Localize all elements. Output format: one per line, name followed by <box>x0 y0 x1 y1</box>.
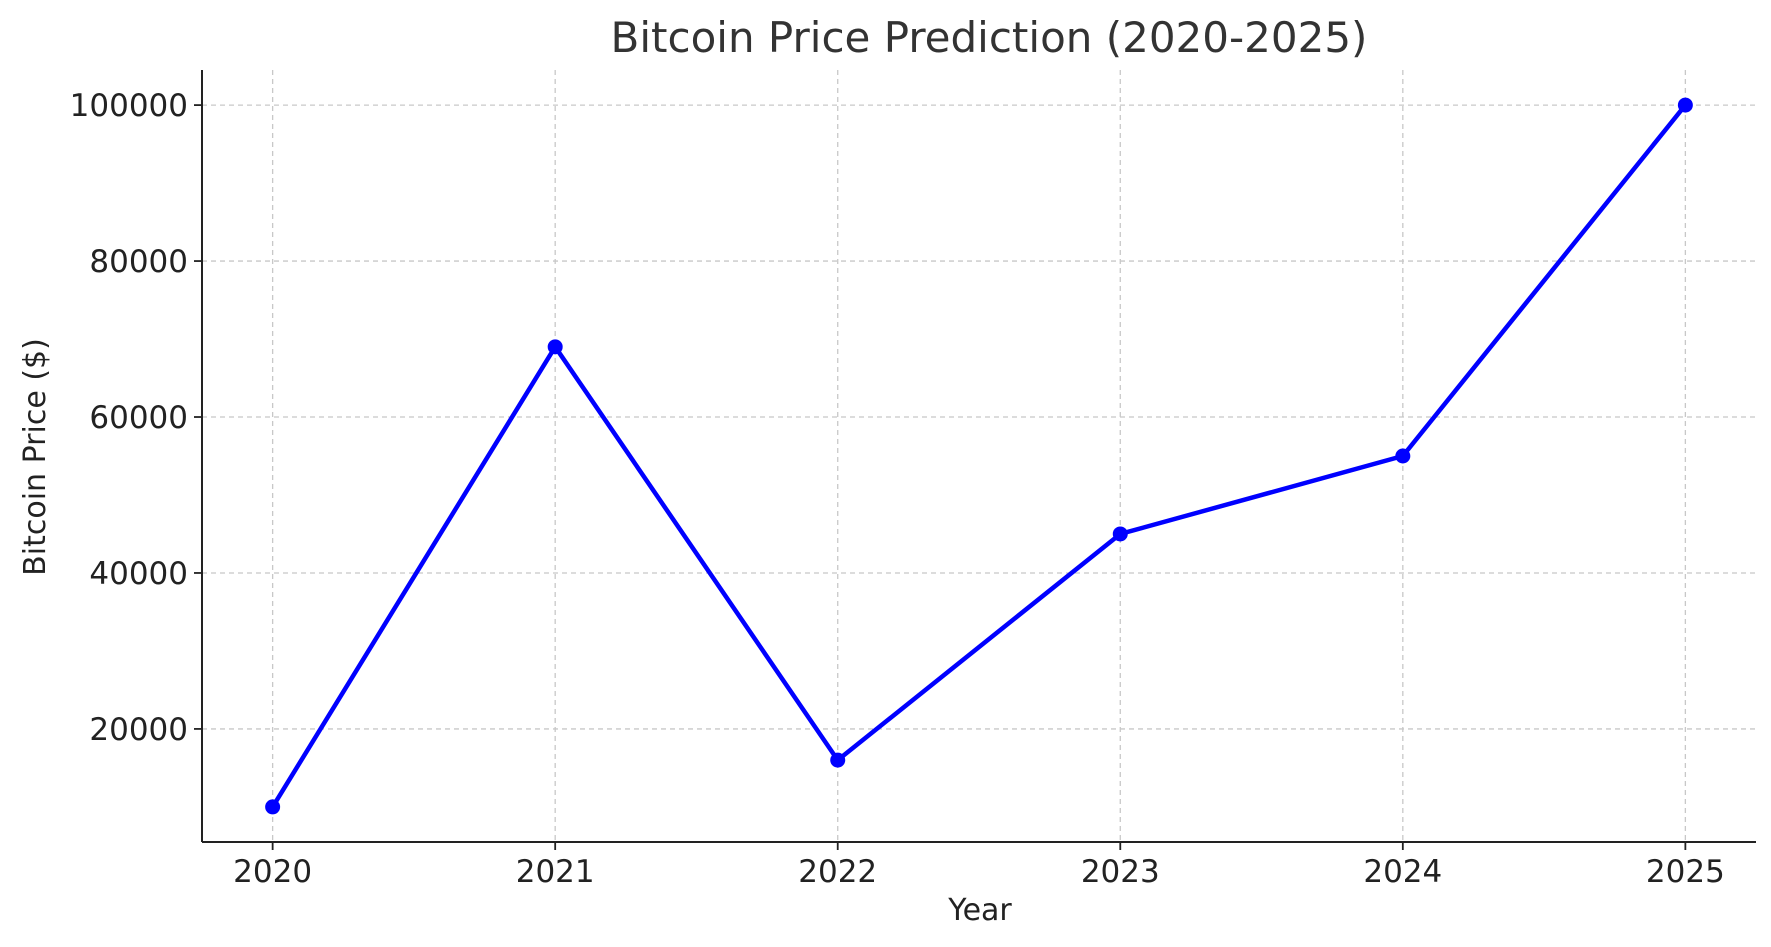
data-point <box>1395 448 1411 464</box>
series-line <box>270 102 1688 810</box>
data-point <box>1112 526 1128 542</box>
x-tick-label: 2025 <box>1646 854 1725 890</box>
x-axis-label: Year <box>947 893 1012 928</box>
y-tick-label: 80000 <box>89 244 188 280</box>
y-tick-label: 100000 <box>70 88 188 124</box>
data-point <box>1677 97 1693 113</box>
data-point <box>830 752 846 768</box>
axes-layer <box>201 70 1756 843</box>
x-tick-label: 2021 <box>516 854 595 890</box>
tick-layer: 2020 2021 2022 2023 2024 2025 20000 40000 60000 8… <box>70 88 1725 890</box>
y-tick-label: 40000 <box>89 556 188 592</box>
chart-title: Bitcoin Price Prediction (2020-2025) <box>611 13 1368 62</box>
series-layer <box>265 97 1693 815</box>
y-tick-label: 60000 <box>89 400 188 436</box>
y-tick-label: 20000 <box>89 712 188 748</box>
x-tick-label: 2020 <box>233 854 312 890</box>
data-point <box>547 339 563 355</box>
data-point <box>265 799 281 815</box>
y-axis-label: Bitcoin Price ($) <box>18 338 53 576</box>
grid-layer <box>202 70 1756 842</box>
x-tick-label: 2023 <box>1081 854 1160 890</box>
x-tick-label: 2022 <box>798 854 877 890</box>
x-tick-label: 2024 <box>1363 854 1442 890</box>
